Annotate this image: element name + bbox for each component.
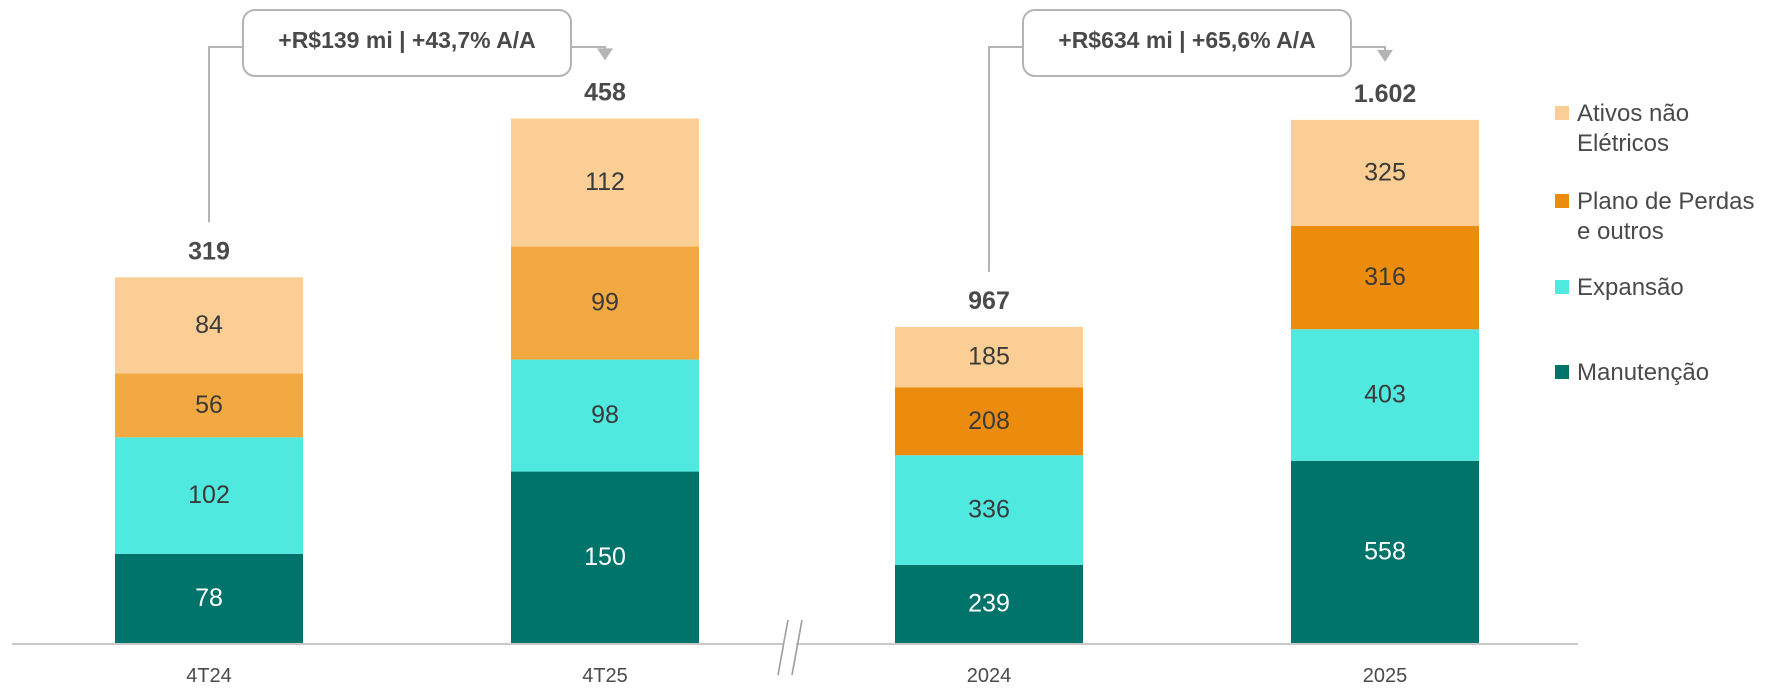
annotation-arrowhead [597, 48, 613, 61]
data-label: 239 [968, 590, 1010, 618]
legend-swatch [1555, 280, 1569, 294]
x-tick-label: 4T25 [582, 665, 628, 687]
bars-layer: 78 102 56 84 319 150 98 99 112 458 239 336 208 185 967… [115, 78, 1479, 643]
data-label: 316 [1364, 263, 1406, 291]
total-label: 319 [188, 237, 230, 265]
legend-swatch [1555, 106, 1569, 120]
x-tick-label: 2024 [967, 665, 1012, 687]
annotation-box [242, 9, 572, 77]
bar-segment [511, 246, 699, 360]
data-label: 112 [585, 168, 625, 196]
bar-segment [511, 359, 699, 472]
annotation-connector [988, 46, 1023, 272]
data-label: 150 [584, 543, 626, 571]
bar-segment [511, 118, 699, 247]
legend-label: e outros [1577, 218, 1664, 245]
legend-swatch [1555, 365, 1569, 379]
data-label: 84 [195, 311, 223, 339]
bar-segment [895, 387, 1083, 456]
data-label: 98 [591, 401, 619, 429]
bar-segment [895, 564, 1083, 643]
bar-segment [1291, 119, 1479, 227]
axis-break-mark [791, 619, 803, 676]
legend: Ativos não Elétricos Plano de Perdas e outr… [1555, 100, 1754, 386]
annotation-text: +R$139 mi | +43,7% A/A [278, 27, 535, 53]
bar-segment [1291, 460, 1479, 643]
legend-label: Elétricos [1577, 130, 1669, 157]
bar-segment [115, 553, 303, 643]
x-tick-label: 4T24 [186, 665, 232, 687]
total-label: 967 [968, 287, 1010, 315]
bar-segment [115, 373, 303, 438]
bar-segment [895, 326, 1083, 388]
bar-segment [1291, 226, 1479, 330]
legend-label: Ativos não [1577, 100, 1689, 127]
total-label: 1.602 [1354, 80, 1417, 108]
axis-break-gap [784, 636, 796, 650]
data-label: 336 [968, 496, 1010, 524]
data-label: 185 [968, 343, 1010, 371]
x-tick-label: 2025 [1363, 665, 1408, 687]
x-axis: 4T24 4T25 2024 2025 [12, 619, 1578, 687]
annotation-arrowhead [1377, 49, 1393, 62]
bar-segment [115, 437, 303, 554]
data-label: 558 [1364, 538, 1406, 566]
data-label: 325 [1364, 159, 1406, 187]
bar-segment [511, 471, 699, 643]
bar-segment [115, 277, 303, 374]
annotation-connector [208, 46, 243, 223]
data-label: 78 [195, 584, 223, 612]
legend-label: Expansão [1577, 274, 1684, 301]
legend-swatch [1555, 194, 1569, 208]
data-label: 56 [195, 391, 223, 419]
annotation-text: +R$634 mi | +65,6% A/A [1058, 27, 1315, 53]
data-label: 102 [188, 481, 230, 509]
legend-label: Plano de Perdas [1577, 188, 1754, 215]
data-label: 208 [968, 407, 1010, 435]
bar-segment [895, 455, 1083, 565]
axis-break-mark [777, 619, 789, 676]
data-label: 403 [1364, 381, 1406, 409]
bar-segment [1291, 329, 1479, 461]
annotations-layer: +R$139 mi | +43,7% A/A +R$634 mi | +65,6%… [208, 9, 1393, 272]
total-label: 458 [584, 78, 626, 106]
annotation-box [1022, 9, 1352, 77]
data-label: 99 [591, 289, 619, 317]
legend-label: Manutenção [1577, 359, 1709, 386]
